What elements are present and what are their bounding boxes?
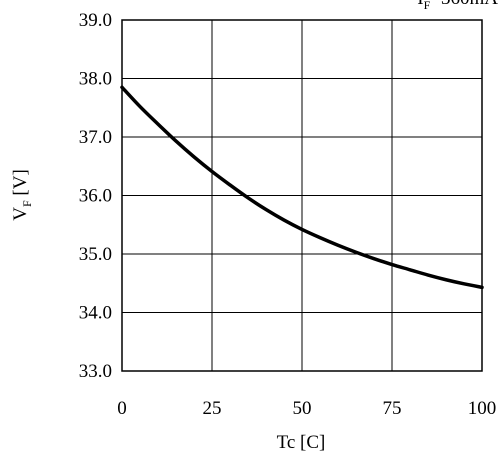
y-axis-title: VF [V] <box>10 169 34 221</box>
x-axis-title: Tc [C] <box>277 432 326 453</box>
y-tick-label: 36.0 <box>79 186 112 207</box>
y-tick-label: 39.0 <box>79 10 112 31</box>
grid <box>121 19 483 372</box>
condition-label-subscript: F <box>424 0 431 12</box>
y-tick-labels: 33.0 34.0 35.0 36.0 37.0 38.0 39.0 <box>79 10 112 382</box>
condition-label-main: I <box>417 0 423 9</box>
y-tick-label: 38.0 <box>79 69 112 90</box>
x-tick-labels: 0 25 50 75 100 <box>117 398 496 419</box>
x-tick-label: 25 <box>203 398 222 419</box>
series-line <box>120 85 484 290</box>
y-tick-label: 37.0 <box>79 127 112 148</box>
condition-label: IF=360mA <box>417 0 498 12</box>
y-tick-label: 33.0 <box>79 361 112 382</box>
y-tick-label: 34.0 <box>79 303 112 324</box>
y-axis-title-main: V <box>10 207 31 221</box>
x-tick-label: 50 <box>293 398 312 419</box>
y-axis-title-subscript: F <box>20 200 34 207</box>
x-tick-label: 75 <box>383 398 402 419</box>
condition-label-value: =360mA <box>430 0 498 9</box>
x-tick-label: 0 <box>117 398 127 419</box>
y-axis-title-unit: [V] <box>10 169 31 200</box>
y-tick-label: 35.0 <box>79 244 112 265</box>
x-tick-label: 100 <box>468 398 497 419</box>
plot-frame <box>121 19 483 372</box>
